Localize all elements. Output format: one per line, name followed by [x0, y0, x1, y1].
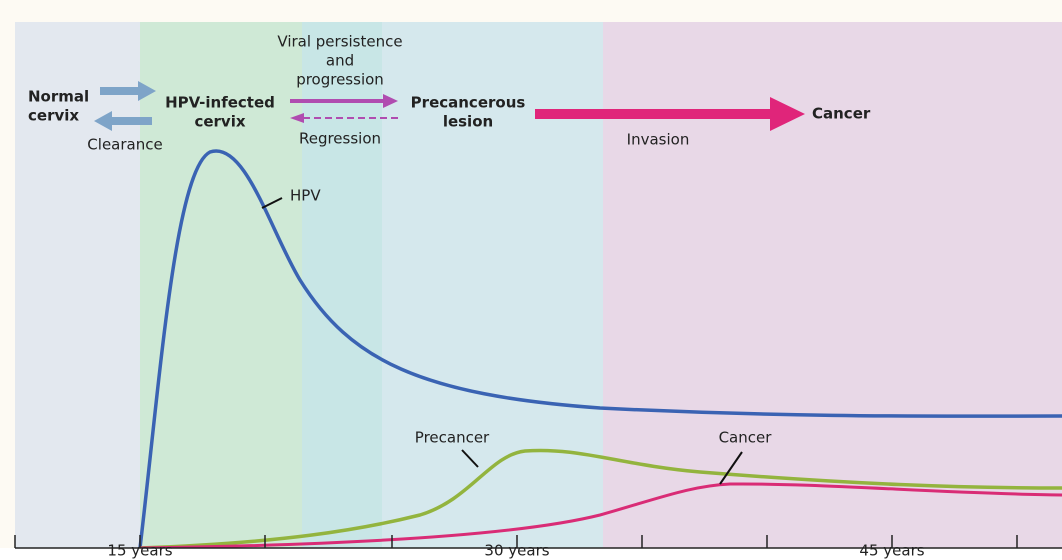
leader — [719, 451, 743, 485]
leader — [261, 197, 283, 209]
arrowhead — [290, 113, 304, 123]
stage-label: Normal — [28, 88, 89, 106]
transition-label: Viral persistence — [277, 33, 402, 51]
zone-normal — [15, 22, 140, 548]
stage-label: HPV-infected — [165, 94, 275, 112]
zone-persistence — [302, 22, 382, 548]
leader — [461, 449, 479, 468]
tick-label: 30 years — [484, 542, 549, 560]
transition-label: and — [326, 52, 354, 70]
hpv-curve — [138, 149, 1062, 549]
stage-label: Cancer — [812, 105, 871, 123]
tick-label: 15 years — [107, 542, 172, 560]
transition-label: Invasion — [627, 131, 690, 149]
cancer-curve — [139, 482, 1062, 550]
curve-label: Precancer — [415, 429, 490, 447]
transition-label: progression — [296, 71, 384, 89]
arrows — [94, 81, 805, 131]
arrowhead — [770, 97, 805, 131]
axis-bg — [0, 548, 1062, 560]
ticks — [14, 535, 1018, 548]
stage-label: lesion — [443, 113, 493, 131]
curve-label: HPV — [290, 187, 321, 205]
zone-infected — [140, 22, 302, 548]
curve-label: Cancer — [719, 429, 773, 447]
transition-label: Regression — [299, 130, 381, 148]
precancer-curve — [139, 448, 1062, 550]
stage-label: cervix — [28, 107, 79, 125]
transition-label: Clearance — [87, 136, 162, 154]
stage-label: Precancerous — [411, 94, 526, 112]
stage-label: cervix — [194, 113, 245, 131]
arrowhead — [383, 94, 398, 108]
tick-label: 45 years — [859, 542, 924, 560]
arrowhead — [138, 81, 156, 101]
arrowhead — [94, 111, 112, 131]
